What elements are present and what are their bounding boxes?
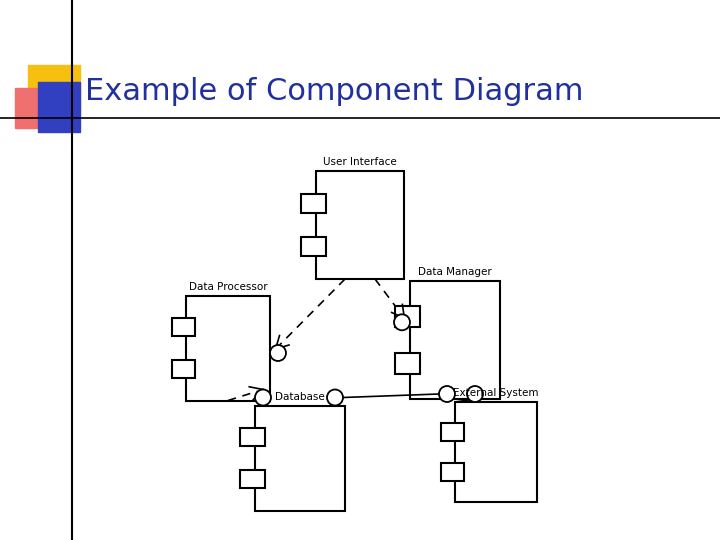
Text: User Interface: User Interface bbox=[323, 157, 397, 167]
Bar bbox=[441, 463, 464, 481]
Bar bbox=[172, 318, 195, 336]
Bar bbox=[240, 470, 265, 489]
Circle shape bbox=[327, 389, 343, 406]
Bar bbox=[410, 281, 500, 399]
Text: Data Manager: Data Manager bbox=[418, 267, 492, 277]
Text: Database: Database bbox=[275, 392, 325, 402]
Text: Example of Component Diagram: Example of Component Diagram bbox=[85, 78, 583, 106]
Circle shape bbox=[255, 389, 271, 406]
Bar bbox=[28, 65, 80, 113]
Bar bbox=[455, 402, 537, 502]
Circle shape bbox=[467, 386, 483, 402]
Bar bbox=[316, 171, 404, 279]
Bar bbox=[38, 82, 80, 132]
Bar bbox=[395, 353, 420, 374]
Bar bbox=[441, 423, 464, 441]
Circle shape bbox=[270, 345, 286, 361]
Bar bbox=[186, 295, 270, 401]
Circle shape bbox=[439, 386, 455, 402]
Circle shape bbox=[394, 314, 410, 330]
Bar bbox=[301, 237, 326, 256]
Bar bbox=[255, 406, 345, 510]
Bar bbox=[15, 88, 61, 128]
Bar bbox=[301, 194, 326, 213]
Text: External System: External System bbox=[454, 388, 539, 398]
Bar bbox=[240, 428, 265, 447]
Text: Data Processor: Data Processor bbox=[189, 281, 267, 292]
Bar bbox=[172, 360, 195, 379]
Bar bbox=[395, 306, 420, 327]
